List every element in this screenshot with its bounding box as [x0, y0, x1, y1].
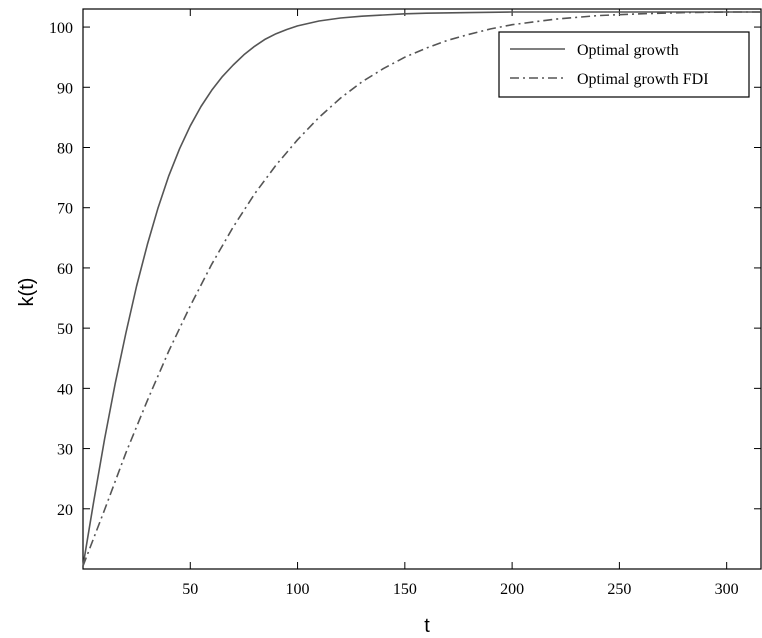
- y-tick-label: 90: [57, 80, 73, 97]
- y-tick-label: 50: [57, 321, 73, 338]
- x-tick-label: 50: [182, 581, 198, 598]
- y-tick-label: 30: [57, 442, 73, 459]
- series-line-optimal-growth-fdi: [82, 11, 761, 567]
- x-tick-label: 250: [607, 581, 631, 598]
- x-axis: 50 100 150 200 250 300: [182, 9, 739, 598]
- y-tick-label: 80: [57, 140, 73, 157]
- y-tick-label: 100: [49, 20, 73, 37]
- y-tick-label: 60: [57, 261, 73, 278]
- y-tick-label: 70: [57, 201, 73, 218]
- x-tick-label: 150: [393, 581, 417, 598]
- y-tick-label: 40: [57, 381, 73, 398]
- series-layer: [82, 11, 761, 567]
- legend: Optimal growth Optimal growth FDI: [498, 31, 750, 98]
- x-tick-label: 100: [286, 581, 310, 598]
- plot-frame: [82, 8, 762, 570]
- x-tick-label: 200: [500, 581, 524, 598]
- series-line-optimal-growth: [82, 11, 761, 567]
- x-tick-label: 300: [715, 581, 739, 598]
- y-axis-label: k(t): [16, 278, 38, 307]
- x-axis-label: t: [424, 615, 430, 637]
- legend-box: [498, 31, 750, 98]
- y-axis: 20 30 40 50 60 70 80 90 100: [49, 20, 761, 519]
- legend-label-optimal-growth: Optimal growth: [577, 42, 679, 59]
- y-tick-label: 20: [57, 502, 73, 519]
- legend-label-optimal-growth-fdi: Optimal growth FDI: [577, 71, 709, 88]
